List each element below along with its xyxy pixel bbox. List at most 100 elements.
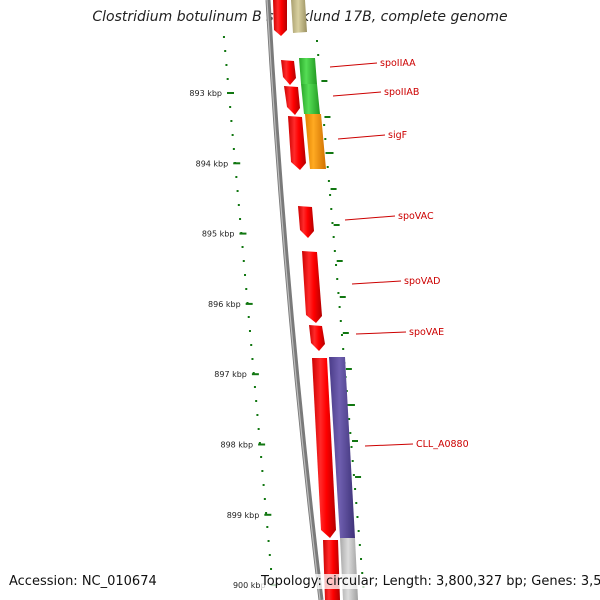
dot-mark: [245, 288, 248, 290]
outer-tick-dash: [321, 80, 328, 82]
dot-mark: [338, 306, 341, 308]
gene-arrow[interactable]: [273, 0, 287, 36]
dot-mark: [229, 106, 232, 108]
dot-mark: [242, 260, 245, 262]
dot-mark: [329, 194, 332, 196]
kbp-tick-mark: [239, 232, 247, 235]
outer-tick-dash: [355, 476, 362, 478]
gene-label-spoiiab[interactable]: spoIIAB: [332, 87, 419, 98]
dot-mark: [237, 204, 240, 206]
outer-tick-dash: [345, 368, 352, 370]
genome-backbone-highlight: [266, 0, 321, 600]
gene-arrow[interactable]: [298, 206, 314, 238]
gene-label-spovae[interactable]: spoVAE: [355, 327, 444, 338]
gene-label-text: spoVAD: [404, 276, 441, 287]
dot-mark: [323, 124, 326, 126]
dot-mark: [266, 526, 269, 528]
dot-mark: [346, 404, 349, 406]
gene-label-text: sigF: [388, 130, 407, 141]
dot-mark: [351, 460, 354, 462]
dot-mark: [262, 484, 265, 486]
dot-mark: [265, 512, 268, 514]
dot-mark: [268, 554, 271, 556]
outer-tick-dash: [339, 296, 346, 298]
gene-arrow[interactable]: [312, 358, 336, 538]
gene-label-cll_a0880[interactable]: CLL_A0880: [364, 439, 469, 450]
dot-mark: [354, 488, 357, 490]
kbp-tick-mark: [245, 302, 253, 305]
gene-arrow[interactable]: [302, 251, 322, 323]
gene-arrow[interactable]: [281, 60, 296, 85]
dot-mark: [261, 470, 264, 472]
gene-arrow[interactable]: [309, 325, 325, 351]
dot-mark: [332, 236, 335, 238]
label-leader-line: [355, 331, 407, 335]
outer-tick-dash: [324, 116, 331, 118]
dot-mark: [247, 316, 250, 318]
kbp-tick: 893 kbp: [189, 89, 234, 98]
gene-block-purple[interactable]: [329, 357, 355, 538]
gene-block-green[interactable]: [299, 58, 317, 84]
outer-tick-dash: [342, 332, 349, 334]
gene-label-spoiiaa[interactable]: spoIIAA: [329, 58, 416, 69]
dot-mark: [253, 386, 256, 388]
dot-mark: [316, 40, 318, 42]
gene-arrow[interactable]: [323, 540, 340, 600]
label-leader-line: [332, 91, 382, 97]
kbp-tick: 897 kbp: [214, 370, 259, 379]
dot-mark: [226, 78, 229, 80]
genome-backbone: [265, 0, 324, 600]
dot-mark: [232, 148, 235, 150]
kbp-tick-mark: [233, 162, 241, 165]
dot-mark: [250, 344, 253, 346]
dot-mark: [355, 502, 358, 504]
gene-arrow[interactable]: [288, 116, 306, 170]
kbp-tick-label: 894 kbp: [196, 159, 229, 168]
dot-mark: [239, 218, 242, 220]
gene-labels: spoIIAA spoIIAB sigF spoVAC spoVAD spoVAE CLL_…: [329, 58, 469, 450]
gene-arrow[interactable]: [284, 86, 300, 115]
dot-mark: [244, 274, 247, 276]
kbp-tick-mark: [258, 443, 266, 446]
dot-mark: [225, 64, 228, 66]
dot-mark: [251, 358, 254, 360]
kbp-tick-label: 898 kbp: [220, 441, 253, 450]
dot-mark: [263, 498, 266, 500]
dot-mark: [350, 446, 353, 448]
gene-label-text: spoVAC: [398, 211, 434, 222]
dot-mark: [325, 152, 328, 154]
dot-mark: [348, 418, 351, 420]
kbp-tick-label: 897 kbp: [214, 370, 247, 379]
dot-mark: [335, 264, 338, 266]
dot-mark: [222, 36, 225, 38]
dot-mark: [330, 208, 333, 210]
dot-mark: [224, 50, 227, 52]
dot-mark: [358, 544, 361, 546]
inner-tick-marks: [222, 36, 273, 570]
dot-mark: [339, 320, 342, 322]
gene-block-tan[interactable]: [291, 0, 307, 33]
kbp-tick-mark: [251, 373, 259, 376]
gene-label-text: CLL_A0880: [416, 439, 469, 450]
outer-tick-dash: [348, 404, 355, 406]
outer-tick-dash: [333, 224, 340, 226]
dot-mark: [270, 568, 273, 570]
gene-label-text: spoVAE: [409, 327, 444, 338]
dot-mark: [256, 414, 259, 416]
label-leader-line: [351, 280, 402, 285]
gene-label-sigf[interactable]: sigF: [337, 130, 407, 141]
gene-block-orange[interactable]: [305, 114, 326, 169]
gene-label-spovac[interactable]: spoVAC: [344, 211, 434, 222]
gene-block-grey[interactable]: [340, 538, 358, 600]
gene-label-spovad[interactable]: spoVAD: [351, 276, 441, 287]
gene-label-text: spoIIAA: [380, 58, 416, 69]
dot-mark: [342, 348, 345, 350]
outer-tick-dash: [336, 260, 343, 262]
kbp-tick-label: 893 kbp: [189, 89, 222, 98]
dot-mark: [248, 330, 251, 332]
gene-block-green[interactable]: [301, 84, 320, 114]
dot-mark: [352, 474, 355, 476]
dot-mark: [361, 572, 364, 574]
kbp-tick: 896 kbp: [208, 300, 253, 309]
dot-mark: [257, 428, 260, 430]
